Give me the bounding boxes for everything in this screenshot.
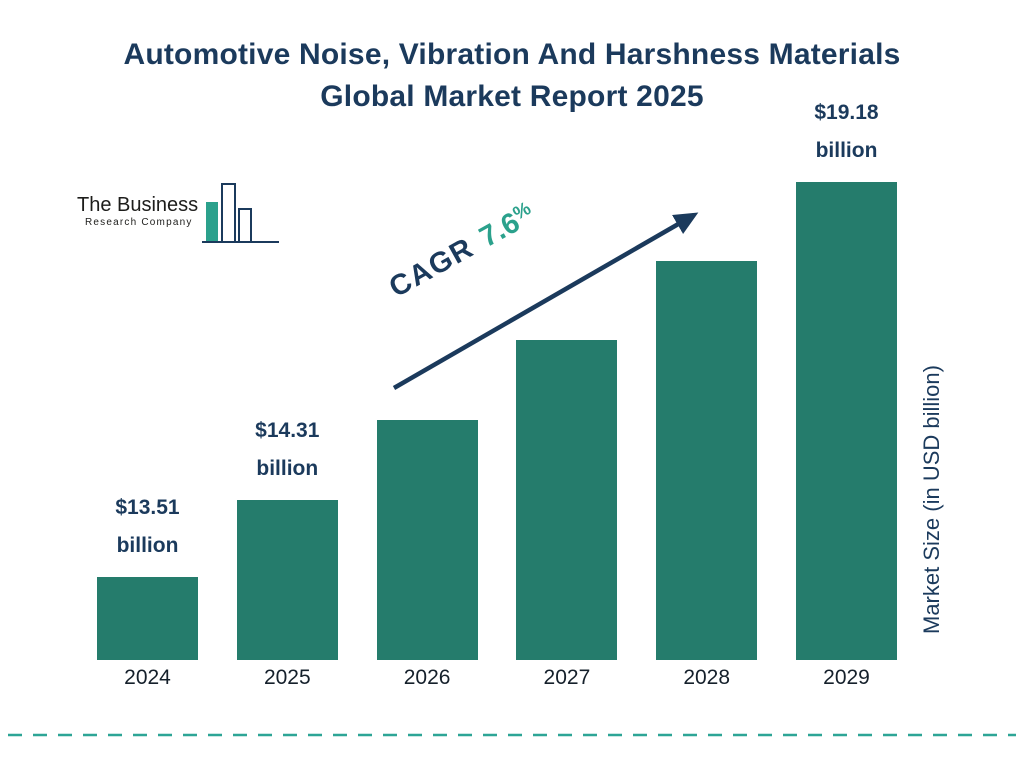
bar-2025 [236,500,338,660]
bar-2029 [796,182,897,660]
company-logo: The Business Research Company [77,183,279,243]
logo-text-line1: The Business [77,194,198,216]
value-label-2024: $13.51 billion [115,496,180,557]
page-title-line1: Automotive Noise, Vibration And Harshnes… [123,38,901,71]
y-axis-label: Market Size (in USD billion) [919,365,944,635]
bottom-dashed-line [8,733,1016,737]
x-tick-label-2026: 2026 [403,666,451,689]
bar-2026 [376,420,478,660]
value-label-2029: $19.18 billion [814,101,879,162]
x-tick-label-2028: 2028 [683,666,731,689]
bar-2028 [656,261,758,660]
logo-text-line2: Research Company [85,217,193,228]
bar-2027 [516,340,618,660]
chart-bars-icon [202,183,279,243]
value-label-2025: $14.31 billion [255,419,320,480]
x-tick-label-2027: 2027 [543,666,591,689]
page-title-line2: Global Market Report 2025 [320,80,704,113]
page-title: Automotive Noise, Vibration And Harshnes… [0,34,1024,118]
x-tick-label-2025: 2025 [263,666,311,689]
x-tick-label-2029: 2029 [823,666,870,689]
x-tick-label-2024: 2024 [124,666,171,689]
bar-2024 [97,577,198,660]
